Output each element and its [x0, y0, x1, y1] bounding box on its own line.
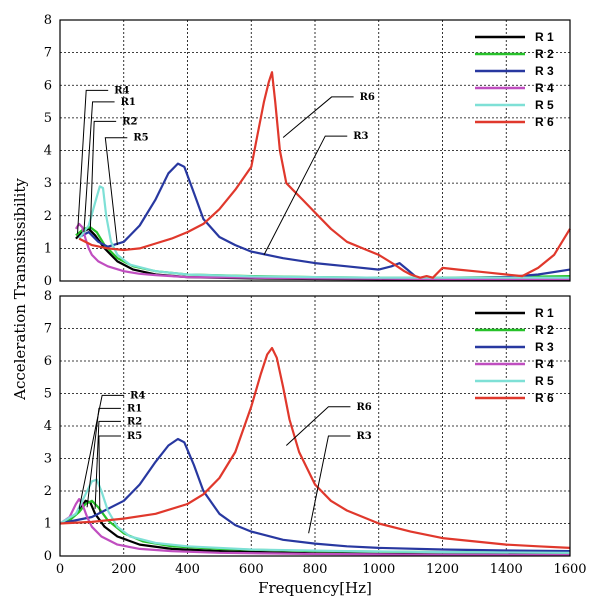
plot-frame — [59, 295, 571, 557]
bottom-chart-panel: R4 R1 R2 R5 R6 R3 0 1 2 3 4 5 6 7 8 0 200 400 600 800 1000 12… — [44, 289, 587, 577]
series-line-r5 — [59, 478, 571, 554]
plot-frame — [59, 19, 571, 282]
y-tick-label: 0 — [44, 549, 52, 564]
legend-label: R 6 — [535, 115, 554, 129]
legend-label: R 1 — [535, 30, 554, 44]
annotation-leader-line — [78, 394, 125, 509]
annotation-leader-line — [282, 96, 354, 138]
y-tick-label: 8 — [44, 13, 52, 28]
annotation-label: R1 — [127, 403, 142, 414]
series-line-r3 — [59, 437, 571, 553]
y-tick-label: 4 — [44, 144, 52, 159]
annotation-label: R3 — [353, 131, 368, 142]
annotation-label: R5 — [127, 431, 142, 442]
y-tick-label: 5 — [44, 387, 52, 402]
y-tick-label: 3 — [44, 176, 52, 191]
annotation-label: R3 — [356, 431, 371, 442]
series-line-r6 — [78, 71, 571, 279]
annotation-label: R2 — [122, 116, 137, 127]
annotation-label: R6 — [360, 92, 375, 103]
series-line-r6 — [59, 346, 571, 549]
annotation-leader-line — [104, 137, 128, 246]
annotation-leader-line — [94, 420, 121, 509]
legend-label: R 5 — [535, 374, 554, 388]
annotation-label: R4 — [130, 390, 145, 401]
x-tick-label: 200 — [111, 562, 136, 577]
y-tick-label: 1 — [44, 241, 52, 256]
annotation-leader-line — [263, 135, 348, 256]
annotation-label: R5 — [133, 133, 148, 144]
annotation-label: R4 — [114, 85, 129, 96]
y-tick-label: 5 — [44, 111, 52, 126]
y-tick-label: 3 — [44, 452, 52, 467]
annotation-leader-line — [308, 435, 351, 534]
annotation-label: R1 — [121, 97, 136, 108]
x-tick-label: 0 — [56, 562, 64, 577]
annotation-leader-line — [285, 406, 351, 446]
y-axis-title: Acceleration Transmissibility — [11, 178, 29, 401]
x-tick-label: 400 — [175, 562, 200, 577]
y-tick-label: 0 — [44, 274, 52, 289]
y-tick-label: 7 — [44, 322, 52, 337]
legend-label: R 1 — [535, 306, 554, 320]
x-tick-label: 800 — [303, 562, 328, 577]
x-tick-label: 1400 — [490, 562, 523, 577]
y-tick-label: 4 — [44, 419, 52, 434]
legend-label: R 3 — [535, 64, 554, 78]
annotation-leader-line — [98, 435, 121, 513]
y-tick-label: 8 — [44, 289, 52, 304]
y-tick-label: 6 — [44, 78, 52, 93]
legend-label: R 4 — [535, 357, 554, 371]
x-axis-title: Frequency[Hz] — [258, 579, 372, 597]
y-tick-label: 6 — [44, 354, 52, 369]
series-line-r4 — [59, 498, 571, 557]
series-line-r5 — [78, 185, 570, 279]
x-tick-label: 1000 — [362, 562, 395, 577]
annotation-label: R2 — [127, 416, 142, 427]
annotation-leader-line — [83, 101, 115, 233]
x-tick-label: 600 — [239, 562, 264, 577]
legend-label: R 3 — [535, 340, 554, 354]
y-tick-label: 2 — [44, 209, 52, 224]
legend-label: R 2 — [535, 47, 554, 61]
legend-label: R 2 — [535, 323, 554, 337]
y-tick-label: 7 — [44, 46, 52, 61]
annotation-leader-line — [89, 120, 117, 231]
x-tick-label: 1600 — [553, 562, 586, 577]
legend-label: R 4 — [535, 81, 554, 95]
legend-label: R 5 — [535, 98, 554, 112]
annotation-leader-line — [77, 89, 109, 234]
legend-label: R 6 — [535, 391, 554, 405]
y-tick-label: 1 — [44, 517, 52, 532]
x-tick-label: 1200 — [426, 562, 459, 577]
annotation-leader-line — [86, 407, 121, 508]
y-tick-label: 2 — [44, 484, 52, 499]
annotation-label: R6 — [356, 402, 371, 413]
